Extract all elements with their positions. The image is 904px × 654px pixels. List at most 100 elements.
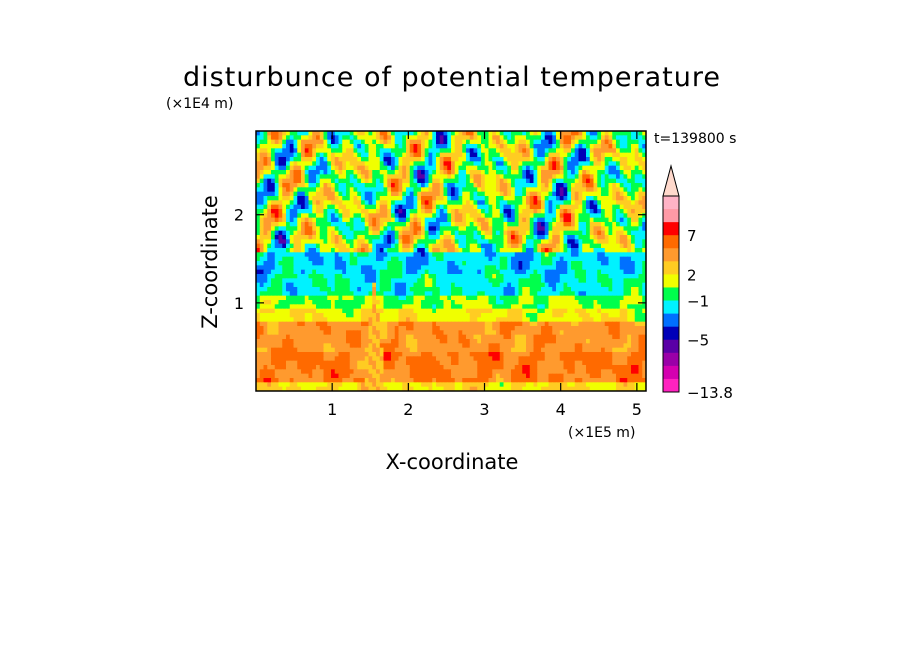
- field-cell: [402, 178, 407, 184]
- field-cell: [263, 170, 268, 175]
- field-cell: [278, 204, 283, 210]
- field-cell: [312, 139, 317, 145]
- field-cell: [627, 256, 632, 262]
- field-cell: [462, 174, 467, 180]
- field-cell: [308, 235, 313, 240]
- field-cell: [259, 187, 265, 193]
- field-cell: [263, 131, 268, 136]
- field-cell: [364, 326, 370, 331]
- field-cell: [379, 330, 385, 336]
- field-cell: [552, 278, 557, 284]
- field-cell: [282, 239, 287, 245]
- field-cell: [353, 252, 358, 258]
- field-cell: [514, 326, 520, 331]
- field-cell: [278, 304, 283, 310]
- field-cell: [428, 144, 433, 149]
- field-cell: [278, 209, 283, 214]
- field-cell: [638, 239, 643, 245]
- field-cell: [436, 209, 441, 214]
- field-cell: [282, 174, 287, 180]
- field-cell: [589, 239, 595, 245]
- field-cell: [353, 300, 358, 305]
- field-cell: [634, 269, 640, 275]
- field-cell: [496, 304, 501, 310]
- field-cell: [323, 213, 328, 219]
- field-cell: [301, 183, 306, 188]
- field-cell: [312, 204, 317, 210]
- field-cell: [278, 135, 283, 141]
- field-cell: [544, 148, 550, 154]
- field-cell: [421, 300, 426, 305]
- field-cell: [286, 304, 291, 310]
- field-cell: [537, 261, 542, 266]
- field-cell: [619, 295, 625, 301]
- field-cell: [312, 235, 317, 240]
- field-cell: [316, 226, 321, 232]
- field-cell: [274, 148, 280, 154]
- field-cell: [544, 278, 550, 284]
- field-cell: [417, 148, 422, 154]
- field-cell: [507, 304, 512, 310]
- field-cell: [642, 196, 646, 201]
- field-cell: [278, 291, 283, 297]
- field-cell: [484, 148, 490, 154]
- field-cell: [409, 239, 415, 245]
- field-cell: [488, 304, 493, 310]
- field-cell: [428, 265, 433, 271]
- field-cell: [304, 278, 310, 284]
- field-cell: [458, 248, 463, 253]
- field-cell: [458, 256, 463, 262]
- field-cell: [413, 243, 418, 249]
- field-cell: [338, 321, 343, 327]
- field-cell: [563, 256, 568, 262]
- field-cell: [604, 256, 610, 262]
- field-cell: [608, 226, 613, 232]
- field-cell: [312, 291, 317, 297]
- field-cell: [383, 317, 388, 323]
- field-cell: [597, 204, 602, 210]
- field-cell: [567, 243, 572, 249]
- field-cell: [499, 313, 505, 318]
- field-cell: [447, 135, 452, 141]
- field-cell: [499, 161, 505, 167]
- field-cell: [574, 304, 580, 310]
- field-cell: [357, 308, 362, 314]
- field-cell: [259, 213, 265, 219]
- field-cell: [364, 248, 370, 253]
- field-cell: [301, 308, 306, 314]
- field-cell: [604, 308, 610, 314]
- field-cell: [349, 278, 355, 284]
- field-cell: [537, 196, 542, 201]
- field-cell: [466, 178, 471, 184]
- field-cell: [544, 334, 550, 340]
- field-cell: [338, 274, 343, 279]
- field-cell: [428, 282, 433, 288]
- field-cell: [372, 330, 377, 336]
- field-cell: [439, 204, 445, 210]
- field-cell: [278, 131, 283, 136]
- field-cell: [349, 269, 355, 275]
- field-cell: [413, 161, 418, 167]
- field-cell: [368, 300, 373, 305]
- field-cell: [282, 200, 287, 206]
- field-cell: [544, 226, 550, 232]
- field-cell: [604, 239, 610, 245]
- field-cell: [263, 326, 268, 331]
- field-cell: [267, 248, 272, 253]
- field-cell: [387, 174, 392, 180]
- field-cell: [259, 230, 265, 236]
- field-cell: [274, 278, 280, 284]
- field-cell: [511, 282, 516, 288]
- field-cell: [454, 165, 460, 171]
- field-cell: [383, 291, 388, 297]
- field-cell: [301, 321, 306, 327]
- field-cell: [563, 321, 568, 327]
- field-cell: [507, 217, 512, 223]
- field-cell: [331, 230, 336, 236]
- field-cell: [394, 174, 400, 180]
- field-cell: [436, 313, 441, 318]
- field-cell: [289, 239, 295, 245]
- field-cell: [398, 239, 403, 245]
- field-cell: [368, 152, 373, 158]
- field-cell: [619, 200, 625, 206]
